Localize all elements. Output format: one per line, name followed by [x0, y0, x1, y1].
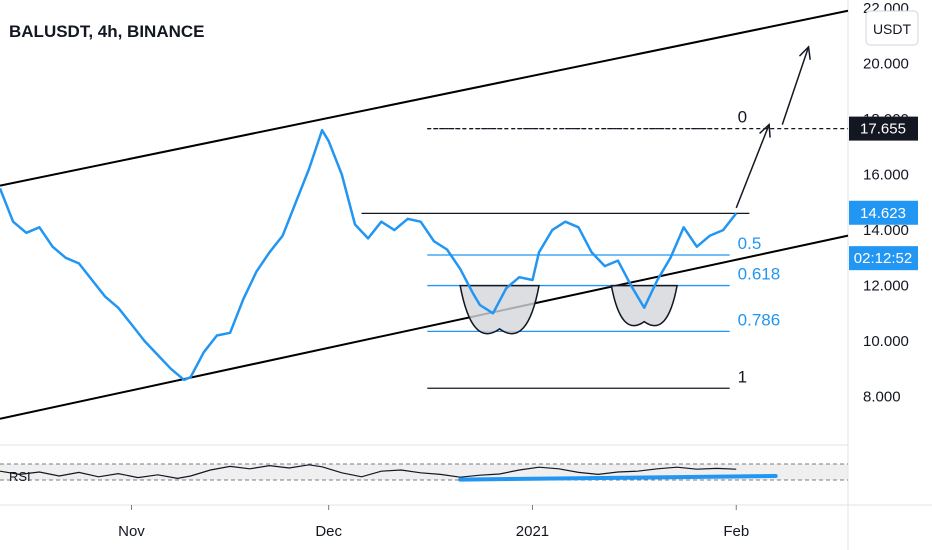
price-tag-label: 17.655 — [860, 121, 906, 138]
y-tick-label: 10.000 — [863, 333, 909, 350]
y-tick-label: 8.000 — [863, 389, 901, 406]
arrow-head — [798, 45, 811, 60]
fib-level-label: 0.786 — [738, 310, 781, 329]
fib-level-label: 0.5 — [738, 234, 762, 253]
x-tick-label: Dec — [315, 523, 342, 540]
y-tick-label: 16.000 — [863, 167, 909, 184]
y-tick-label: 14.000 — [863, 222, 909, 239]
x-tick-label: Feb — [723, 523, 749, 540]
price-tag — [849, 246, 918, 271]
currency-label: USDT — [873, 21, 912, 37]
y-tick-label: 20.000 — [863, 56, 909, 73]
chart-title: BALUSDT, 4h, BINANCE — [9, 22, 205, 41]
currency-button[interactable]: USDT — [865, 10, 919, 46]
projection-arrow[interactable] — [735, 124, 770, 209]
cup-pattern[interactable] — [459, 284, 540, 335]
rsi-line[interactable] — [0, 464, 737, 480]
arrow-head — [759, 122, 771, 138]
price-tag-label: 14.623 — [860, 205, 906, 222]
fib-level-label: 1 — [738, 367, 747, 386]
price-series-line[interactable] — [0, 128, 738, 382]
rsi-trendline[interactable] — [458, 474, 778, 482]
rsi-label: RSI — [9, 469, 31, 484]
price-tag — [849, 116, 918, 141]
projection-arrow[interactable] — [781, 46, 810, 125]
fib-level-label: 0 — [738, 108, 747, 127]
x-tick-label: 2021 — [516, 523, 549, 540]
fib-level-label: 0.618 — [738, 265, 781, 284]
channel-upper-line[interactable] — [0, 9, 849, 187]
channel-lower-line[interactable] — [0, 234, 849, 420]
x-tick-label: Nov — [118, 523, 145, 540]
price-tag-label: 02:12:52 — [854, 250, 912, 267]
y-tick-label: 12.000 — [863, 278, 909, 295]
price-tag — [849, 200, 918, 225]
